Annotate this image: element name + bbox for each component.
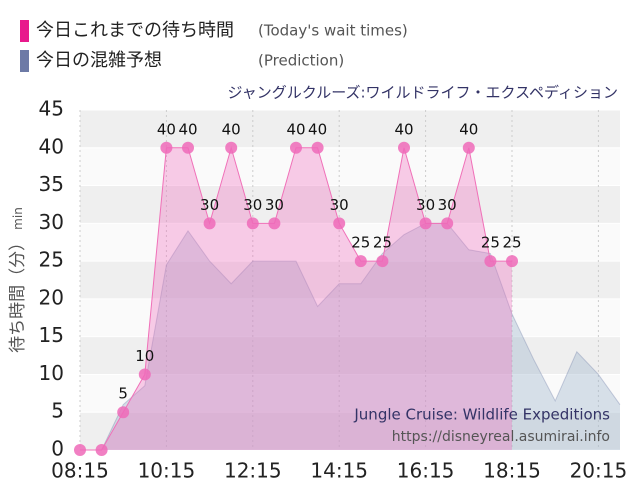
y-tick-label: 40 bbox=[39, 134, 64, 158]
data-label: 40 bbox=[178, 120, 197, 138]
today-point bbox=[484, 255, 497, 268]
data-label: 30 bbox=[243, 196, 262, 214]
y-axis-title: 待ち時間（分） bbox=[8, 234, 28, 353]
today-point bbox=[74, 444, 86, 456]
x-tick-label: 12:15 bbox=[224, 459, 282, 483]
today-point bbox=[398, 141, 410, 154]
data-label: 25 bbox=[481, 234, 500, 252]
today-point bbox=[160, 141, 173, 154]
grid-band bbox=[80, 336, 620, 375]
data-label: 30 bbox=[265, 196, 284, 214]
today-point bbox=[268, 217, 281, 230]
y-tick-label: 0 bbox=[51, 437, 64, 461]
y-tick-label: 10 bbox=[39, 361, 64, 385]
y-axis-unit: min bbox=[11, 207, 25, 230]
prediction-area bbox=[80, 223, 620, 450]
grid-band bbox=[80, 298, 620, 337]
y-tick-label: 25 bbox=[39, 248, 64, 272]
today-point bbox=[182, 141, 194, 154]
data-label: 25 bbox=[373, 234, 392, 252]
grid-band bbox=[80, 261, 620, 299]
today-point bbox=[95, 444, 108, 456]
grid-band bbox=[80, 412, 620, 450]
data-label: 25 bbox=[351, 234, 370, 252]
x-tick-label: 18:15 bbox=[483, 459, 541, 483]
today-point bbox=[462, 141, 475, 154]
legend-note: (Prediction) bbox=[258, 52, 344, 70]
x-tick-label: 08:15 bbox=[51, 459, 109, 483]
watermark-url: https://disneyreal.asumirai.info bbox=[392, 429, 610, 445]
y-tick-label: 35 bbox=[39, 172, 64, 196]
today-point bbox=[246, 217, 259, 230]
data-label: 30 bbox=[416, 196, 435, 214]
x-tick-label: 10:15 bbox=[138, 459, 196, 483]
legend-note: (Today's wait times) bbox=[258, 22, 408, 40]
data-label: 40 bbox=[222, 120, 241, 138]
y-tick-label: 20 bbox=[39, 285, 64, 309]
today-point bbox=[311, 141, 324, 154]
y-axis-label: 待ち時間（分） min bbox=[8, 207, 28, 353]
grid-band bbox=[80, 374, 620, 413]
grid-band bbox=[80, 185, 620, 224]
today-point bbox=[225, 141, 238, 154]
data-label: 30 bbox=[330, 196, 349, 214]
data-label: 30 bbox=[438, 196, 457, 214]
x-tick-label: 16:15 bbox=[397, 459, 455, 483]
legend-swatch bbox=[20, 50, 29, 72]
data-label: 25 bbox=[502, 234, 521, 252]
data-label: 40 bbox=[394, 120, 413, 138]
data-label: 40 bbox=[157, 120, 176, 138]
x-tick-label: 14:15 bbox=[310, 459, 368, 483]
today-point bbox=[117, 406, 130, 419]
today-point bbox=[138, 368, 151, 381]
today-point bbox=[354, 255, 367, 268]
chart-subtitle: ジャングルクルーズ:ワイルドライフ・エクスペディション bbox=[227, 84, 618, 102]
legend-label: 今日の混雑予想 bbox=[36, 50, 162, 71]
plot-area: 0 5 10 15 20 25 30 35 40 45 08:15 10:15 12:15 14:15 16… bbox=[39, 97, 628, 483]
legend-label: 今日これまでの待ち時間 bbox=[36, 20, 234, 41]
today-area bbox=[80, 147, 512, 450]
today-point bbox=[376, 255, 389, 268]
data-label: 30 bbox=[200, 196, 219, 214]
grid-band bbox=[80, 147, 620, 186]
watermark: Jungle Cruise: Wildlife Expeditions bbox=[353, 406, 610, 424]
data-label: 40 bbox=[459, 120, 478, 138]
today-point bbox=[333, 217, 346, 230]
y-tick-label: 30 bbox=[39, 210, 64, 234]
data-label: 40 bbox=[286, 120, 305, 138]
today-point bbox=[506, 255, 518, 268]
today-point bbox=[441, 217, 454, 230]
prediction-line bbox=[80, 222, 621, 451]
today-point bbox=[203, 217, 216, 230]
y-tick-label: 5 bbox=[51, 399, 64, 423]
legend-swatch bbox=[20, 20, 29, 42]
y-tick-label: 45 bbox=[39, 97, 64, 121]
grid-band bbox=[80, 110, 620, 148]
today-point bbox=[290, 141, 302, 154]
data-label: 10 bbox=[135, 347, 154, 365]
y-tick-label: 15 bbox=[39, 323, 64, 347]
data-label: 40 bbox=[308, 120, 327, 138]
x-tick-label: 20:15 bbox=[570, 459, 628, 483]
today-point bbox=[419, 217, 432, 230]
data-label: 5 bbox=[118, 385, 128, 403]
